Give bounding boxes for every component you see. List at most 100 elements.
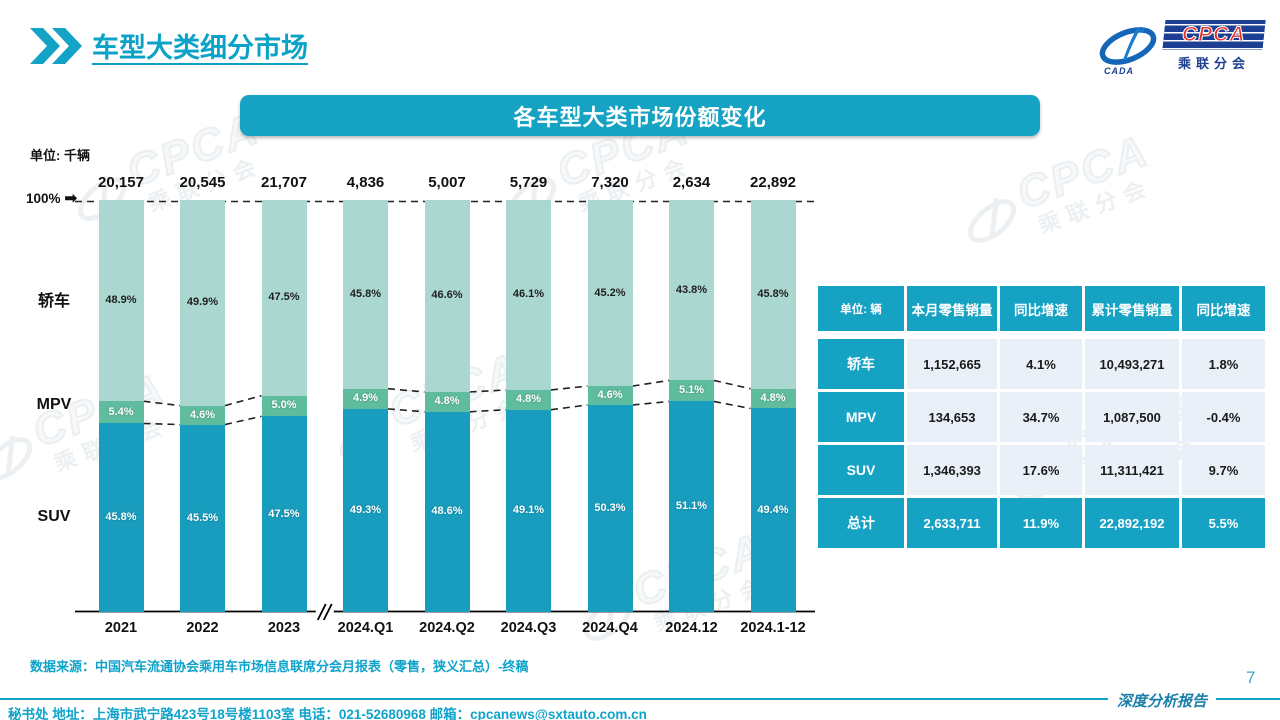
table-cell: 1,087,500: [1085, 392, 1179, 442]
cpca-watermark-subtext: 乘联分会: [1034, 173, 1157, 239]
table-column-header: 同比增速: [1000, 286, 1082, 331]
segment-percent-label: 45.5%: [186, 511, 219, 524]
segment-percent-label: 48.6%: [431, 505, 463, 518]
cpca-logo-subtitle: 乘联分会: [1177, 56, 1250, 71]
segment-percent-label: 5.0%: [271, 399, 297, 412]
segment-percent-label: 45.8%: [757, 287, 789, 300]
table-cell: 1.8%: [1182, 339, 1265, 389]
bar-segment-MPV: 4.8%: [506, 389, 551, 410]
segment-percent-label: 51.1%: [675, 500, 708, 513]
segment-percent-label: 49.4%: [757, 503, 789, 516]
cpca-logo: CADA CPCA 乘联分会: [1096, 20, 1266, 78]
x-axis-label: 2024.12: [665, 620, 718, 636]
chart-title: 各车型大类市场份额变化: [513, 104, 767, 130]
bar-total-label: 22,892: [750, 174, 796, 191]
bar-total-label: 20,157: [98, 174, 144, 191]
stacked-bar: 47.5% 5.0% 47.5%: [261, 200, 307, 612]
report-tag: 深度分析报告: [1108, 690, 1217, 711]
bar-segment-SUV: 49.4%: [750, 408, 796, 612]
bar-segment-SUV: 49.1%: [506, 409, 551, 612]
x-axis-label: 2024.Q4: [582, 620, 638, 636]
bar-segment-SUV: 45.8%: [98, 423, 144, 612]
segment-percent-label: 49.3%: [349, 503, 382, 516]
chart-title-banner: 各车型大类市场份额变化: [240, 95, 1040, 136]
bar-segment-轿车: 45.8%: [750, 200, 796, 389]
x-axis-label: 2024.Q3: [500, 620, 557, 636]
bar-segment-轿车: 46.1%: [506, 200, 551, 390]
segment-percent-label: 49.1%: [512, 504, 545, 517]
segment-percent-label: 47.5%: [268, 291, 300, 304]
bar-segment-轿车: 45.8%: [343, 200, 388, 389]
series-label-suv: SUV: [37, 508, 71, 525]
segment-percent-label: 46.1%: [512, 288, 545, 301]
table-cell: 17.6%: [1000, 445, 1082, 495]
table-column-header: 同比增速: [1182, 286, 1265, 331]
table-cell: 9.7%: [1182, 445, 1265, 495]
segment-percent-label: 5.4%: [108, 405, 134, 418]
bar-segment-MPV: 5.0%: [261, 395, 307, 417]
bar-segment-轿车: 49.9%: [180, 200, 225, 406]
bar-segment-SUV: 49.3%: [343, 408, 388, 612]
stacked-bar: 49.9% 4.6% 45.5%: [180, 200, 225, 612]
segment-percent-label: 46.6%: [431, 289, 463, 302]
cada-label: CADA: [1104, 66, 1134, 76]
table-cell: 1,346,393: [907, 445, 997, 495]
table-cell: 22,892,192: [1085, 498, 1179, 548]
bar-total-label: 21,707: [261, 174, 307, 191]
segment-percent-label: 50.3%: [594, 501, 626, 514]
table-cell: 4.1%: [1000, 339, 1082, 389]
segment-percent-label: 49.9%: [186, 296, 219, 309]
cpca-logo-box: CPCA: [1162, 20, 1266, 50]
segment-percent-label: 48.9%: [105, 294, 137, 307]
x-axis-label: 2023: [267, 620, 301, 636]
table-cell: -0.4%: [1182, 392, 1265, 442]
segment-percent-label: 4.8%: [760, 392, 786, 405]
stacked-bar: 43.8% 5.1% 51.1%: [669, 200, 714, 612]
footer-contact: 秘书处 地址：上海市武宁路423号18号楼1103室 电话：021-526809…: [8, 707, 647, 720]
stacked-bar: 45.8% 4.9% 49.3%: [343, 200, 388, 612]
series-label-sedan: 轿车: [37, 293, 70, 310]
bar-total-label: 5,729: [509, 174, 548, 191]
bar-segment-MPV: 5.1%: [669, 380, 714, 402]
table-cell: 2,633,711: [907, 498, 997, 548]
bar-total-label: 4,836: [346, 174, 385, 191]
bar-segment-MPV: 4.9%: [343, 388, 388, 409]
bar-segment-轿车: 48.9%: [98, 200, 144, 402]
segment-percent-label: 4.9%: [352, 392, 379, 405]
bar-segment-SUV: 48.6%: [424, 411, 470, 612]
bar-segment-MPV: 5.4%: [98, 401, 144, 424]
table-unit-header: 单位: 辆: [818, 286, 904, 331]
segment-percent-label: 45.2%: [594, 286, 626, 299]
segment-percent-label: 4.6%: [189, 408, 216, 421]
page-number: 7: [1246, 668, 1256, 687]
page-title: 车型大类细分市场: [92, 33, 308, 63]
cpca-watermark-ellipse-icon: [0, 421, 48, 503]
table-cell: 10,493,271: [1085, 339, 1179, 389]
chart-unit-label: 单位: 千辆: [30, 148, 90, 163]
bar-segment-轿车: 47.5%: [261, 200, 307, 396]
table-row-label: 轿车: [818, 339, 904, 389]
table-cell: 5.5%: [1182, 498, 1265, 548]
x-axis-label: 2022: [186, 620, 219, 636]
table-cell: 11,311,421: [1085, 445, 1179, 495]
y-axis-100-label: 100% ➡: [26, 190, 78, 207]
table-cell: 1,152,665: [907, 339, 997, 389]
data-source-note: 数据来源：中国汽车流通协会乘用车市场信息联席分会月报表（零售，狭义汇总）-终稿: [30, 659, 529, 674]
segment-percent-label: 4.8%: [515, 393, 542, 406]
bar-segment-SUV: 51.1%: [669, 401, 714, 612]
table-cell: 134,653: [907, 392, 997, 442]
cpca-watermark-text: CPCA: [1010, 125, 1157, 220]
table-cell: 11.9%: [1000, 498, 1082, 548]
bar-segment-MPV: 4.8%: [750, 388, 796, 409]
segment-percent-label: 45.8%: [349, 287, 382, 300]
segment-percent-label: 4.8%: [434, 395, 460, 408]
segment-percent-label: 4.6%: [597, 388, 623, 401]
segment-percent-label: 43.8%: [675, 283, 708, 296]
stacked-bar: 48.9% 5.4% 45.8%: [98, 200, 144, 612]
bar-segment-轿车: 43.8%: [669, 200, 714, 381]
series-label-mpv: MPV: [36, 396, 72, 413]
x-axis-label: 2024.Q2: [419, 620, 475, 636]
retail-sales-table: 单位: 辆本月零售销量 同比增速 累计零售销量 同比增速 轿车 1,152,665 4.1%…: [818, 286, 1265, 548]
footer-divider-line: [0, 698, 1280, 700]
